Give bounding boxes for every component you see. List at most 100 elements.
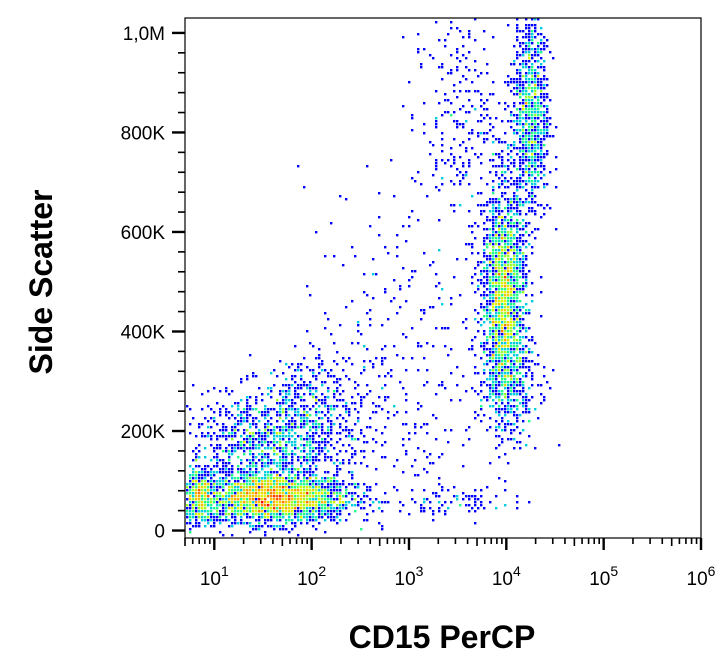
event-point — [516, 39, 519, 42]
event-point — [324, 504, 327, 507]
event-point — [414, 180, 417, 183]
event-point — [267, 507, 270, 510]
event-point — [261, 495, 264, 498]
event-point — [489, 330, 492, 333]
event-point — [504, 294, 507, 297]
event-point — [264, 453, 267, 456]
event-point — [294, 426, 297, 429]
event-point — [528, 114, 531, 117]
event-point — [342, 507, 345, 510]
event-point — [273, 495, 276, 498]
event-point — [489, 210, 492, 213]
event-point — [525, 225, 528, 228]
event-point — [522, 42, 525, 45]
event-point — [504, 186, 507, 189]
event-point — [513, 339, 516, 342]
event-point — [327, 501, 330, 504]
event-point — [315, 495, 318, 498]
event-point — [504, 225, 507, 228]
event-point — [282, 480, 285, 483]
event-point — [303, 420, 306, 423]
event-point — [462, 165, 465, 168]
event-point — [243, 432, 246, 435]
event-point — [525, 138, 528, 141]
event-point — [213, 501, 216, 504]
event-point — [312, 480, 315, 483]
event-point — [252, 441, 255, 444]
event-point — [525, 87, 528, 90]
event-point — [336, 378, 339, 381]
event-point — [318, 426, 321, 429]
event-point — [306, 504, 309, 507]
event-point — [486, 255, 489, 258]
event-point — [309, 480, 312, 483]
event-point — [276, 489, 279, 492]
event-point — [195, 456, 198, 459]
event-point — [516, 378, 519, 381]
event-point — [357, 321, 360, 324]
event-point — [483, 102, 486, 105]
event-point — [348, 501, 351, 504]
event-point — [504, 177, 507, 180]
event-point — [447, 99, 450, 102]
event-point — [363, 456, 366, 459]
event-point — [483, 252, 486, 255]
event-point — [318, 516, 321, 519]
event-point — [435, 186, 438, 189]
event-point — [486, 378, 489, 381]
event-point — [345, 504, 348, 507]
event-point — [258, 432, 261, 435]
event-point — [399, 381, 402, 384]
density-points — [186, 18, 561, 537]
event-point — [348, 357, 351, 360]
event-point — [210, 474, 213, 477]
event-point — [207, 495, 210, 498]
event-point — [501, 285, 504, 288]
event-point — [255, 477, 258, 480]
event-point — [225, 429, 228, 432]
event-point — [297, 483, 300, 486]
event-point — [519, 276, 522, 279]
event-point — [270, 489, 273, 492]
event-point — [519, 87, 522, 90]
event-point — [225, 507, 228, 510]
event-point — [483, 315, 486, 318]
event-point — [498, 315, 501, 318]
event-point — [393, 414, 396, 417]
event-point — [282, 492, 285, 495]
event-point — [231, 489, 234, 492]
event-point — [510, 231, 513, 234]
event-point — [201, 489, 204, 492]
event-point — [510, 384, 513, 387]
event-point — [522, 129, 525, 132]
event-point — [339, 324, 342, 327]
event-point — [261, 414, 264, 417]
event-point — [243, 501, 246, 504]
event-point — [510, 324, 513, 327]
event-point — [519, 447, 522, 450]
event-point — [336, 405, 339, 408]
event-point — [495, 306, 498, 309]
event-point — [489, 291, 492, 294]
event-point — [243, 498, 246, 501]
event-point — [228, 492, 231, 495]
event-point — [504, 357, 507, 360]
event-point — [522, 108, 525, 111]
event-point — [495, 342, 498, 345]
event-point — [333, 483, 336, 486]
event-point — [339, 504, 342, 507]
event-point — [459, 183, 462, 186]
event-point — [312, 393, 315, 396]
event-point — [300, 456, 303, 459]
event-point — [474, 273, 477, 276]
event-point — [519, 234, 522, 237]
event-point — [522, 411, 525, 414]
event-point — [279, 501, 282, 504]
event-point — [507, 231, 510, 234]
event-point — [450, 180, 453, 183]
event-point — [522, 84, 525, 87]
event-point — [279, 474, 282, 477]
event-point — [243, 480, 246, 483]
event-point — [276, 432, 279, 435]
event-point — [501, 318, 504, 321]
